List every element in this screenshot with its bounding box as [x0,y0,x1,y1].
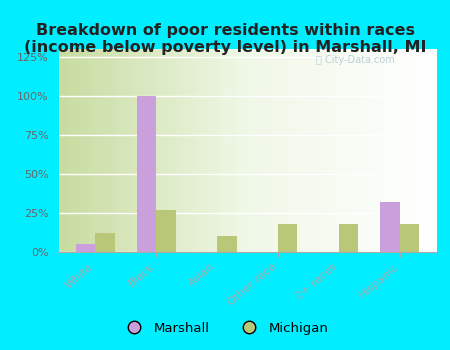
Bar [380,202,400,252]
Bar [156,210,176,252]
Bar [76,244,95,252]
Legend: Marshall, Michigan: Marshall, Michigan [116,316,334,340]
Bar [95,233,115,252]
Text: Breakdown of poor residents within races
(income below poverty level) in Marshal: Breakdown of poor residents within races… [24,23,426,55]
Bar [339,224,358,252]
Bar [400,224,419,252]
Bar [278,224,297,252]
Text: ⓘ City-Data.com: ⓘ City-Data.com [315,55,394,65]
Bar [137,96,156,252]
Bar [217,236,237,252]
